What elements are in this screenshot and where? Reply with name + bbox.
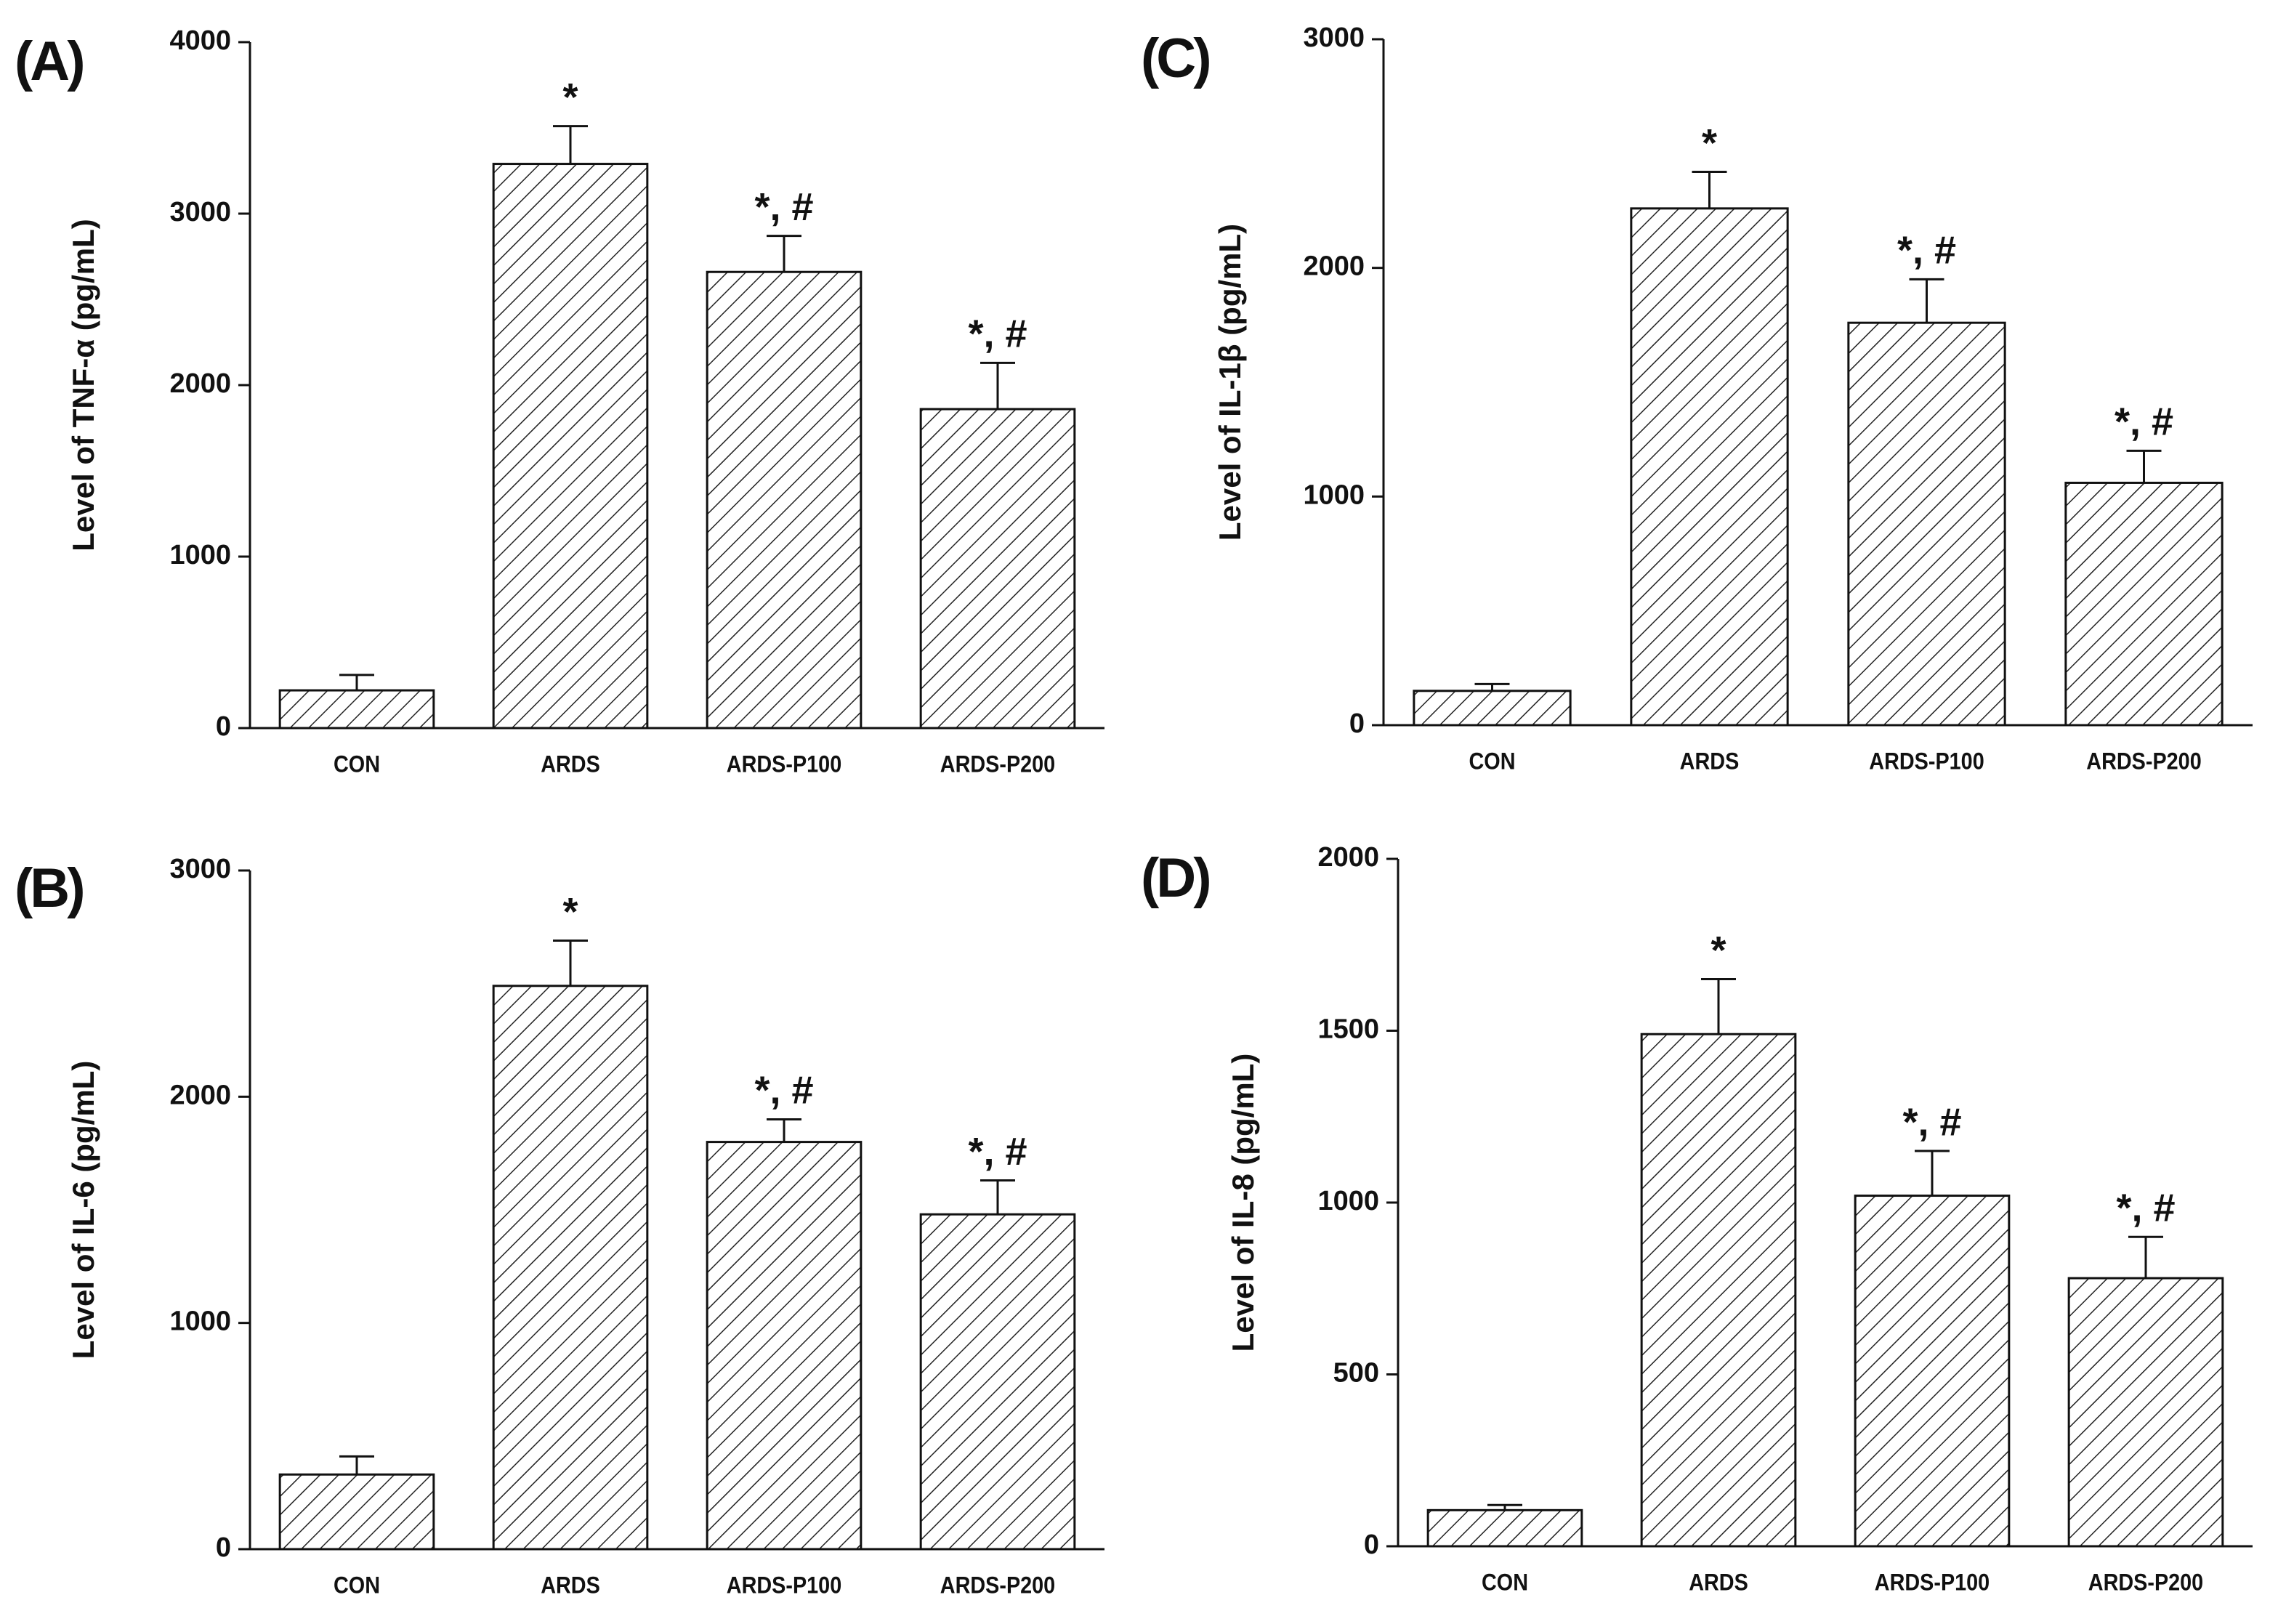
y-tick-label: 1500 xyxy=(1317,1014,1379,1045)
annotation: *, # xyxy=(968,1130,1027,1173)
bar xyxy=(1413,690,1572,727)
x-tick-label: ARDS xyxy=(541,751,600,777)
bar xyxy=(492,163,649,730)
y-tick-label: 1000 xyxy=(1317,1186,1379,1216)
annotation: * xyxy=(562,76,578,119)
panel: (A) Level of TNF-α (pg/mL) 0 1000 2000 3000 40… xyxy=(15,25,1104,777)
x-tick-label: ARDS-P200 xyxy=(940,1572,1055,1599)
y-axis-label: Level of IL-1β (pg/mL) xyxy=(1213,224,1247,541)
panel-label: (A) xyxy=(15,31,83,92)
bar xyxy=(706,270,863,730)
x-tick-label: ARDS-P200 xyxy=(2088,1570,2203,1596)
x-tick-label: CON xyxy=(334,1572,380,1599)
y-tick-label: 3000 xyxy=(1303,23,1365,53)
annotation: * xyxy=(562,890,578,934)
annotation: *, # xyxy=(2115,400,2173,444)
annotation: * xyxy=(1710,929,1726,972)
x-tick-label: ARDS-P100 xyxy=(1869,748,1984,775)
y-tick-label: 0 xyxy=(216,1532,231,1563)
y-tick-label: 2000 xyxy=(169,368,231,399)
y-tick-label: 0 xyxy=(1349,708,1365,739)
bar xyxy=(1640,1033,1797,1548)
x-tick-label: CON xyxy=(334,751,380,777)
bar xyxy=(1854,1195,2011,1548)
x-tick-label: ARDS xyxy=(541,1572,600,1599)
bar xyxy=(2067,1277,2224,1548)
x-tick-label: ARDS xyxy=(1680,748,1740,775)
annotation: *, # xyxy=(754,1069,813,1112)
panel-label: (B) xyxy=(15,857,83,919)
x-tick-label: ARDS-P100 xyxy=(727,1572,841,1599)
y-tick-label: 4000 xyxy=(169,25,231,56)
bar xyxy=(492,985,649,1551)
panel-label: (C) xyxy=(1141,28,1209,89)
y-axis-label: Level of TNF-α (pg/mL) xyxy=(66,219,100,551)
panel: (D) Level of IL-8 (pg/mL) 0 500 1000 1500 2000… xyxy=(1141,842,2253,1596)
bar xyxy=(278,689,435,730)
annotation: * xyxy=(1702,121,1717,165)
annotation: *, # xyxy=(2116,1187,2175,1230)
bar xyxy=(2064,481,2224,727)
y-tick-label: 1000 xyxy=(169,540,231,570)
y-tick-label: 1000 xyxy=(169,1306,231,1337)
y-tick-label: 3000 xyxy=(169,854,231,884)
bar xyxy=(278,1473,435,1551)
x-tick-label: ARDS-P100 xyxy=(727,751,841,777)
y-tick-label: 500 xyxy=(1333,1358,1379,1389)
y-tick-label: 2000 xyxy=(1303,251,1365,282)
x-tick-label: CON xyxy=(1482,1570,1528,1596)
bar xyxy=(919,1213,1076,1551)
annotation: *, # xyxy=(1897,229,1956,272)
x-tick-label: ARDS-P100 xyxy=(1875,1570,1990,1596)
y-tick-label: 2000 xyxy=(169,1080,231,1110)
y-tick-label: 2000 xyxy=(1317,842,1379,873)
y-tick-label: 1000 xyxy=(1303,480,1365,510)
y-tick-label: 0 xyxy=(216,711,231,742)
y-tick-label: 0 xyxy=(1364,1530,1379,1560)
y-axis-label: Level of IL-8 (pg/mL) xyxy=(1226,1054,1260,1352)
x-tick-label: ARDS xyxy=(1689,1570,1748,1596)
x-tick-label: ARDS-P200 xyxy=(940,751,1055,777)
annotation: *, # xyxy=(1902,1100,1961,1144)
panel-label: (D) xyxy=(1141,847,1209,909)
bar xyxy=(706,1141,863,1551)
bar xyxy=(1847,321,2006,727)
x-tick-label: CON xyxy=(1469,748,1516,775)
panel: (C) Level of IL-1β (pg/mL) 0 1000 2000 3000 CO… xyxy=(1141,23,2253,775)
y-tick-label: 3000 xyxy=(169,197,231,227)
bar xyxy=(1426,1508,1583,1548)
y-axis-label: Level of IL-6 (pg/mL) xyxy=(66,1061,100,1360)
annotation: *, # xyxy=(754,185,813,229)
annotation: *, # xyxy=(968,312,1027,356)
bar xyxy=(1630,207,1789,727)
x-tick-label: ARDS-P200 xyxy=(2086,748,2201,775)
bar xyxy=(919,408,1076,730)
panel: (B) Level of IL-6 (pg/mL) 0 1000 2000 3000 CON… xyxy=(15,854,1104,1599)
